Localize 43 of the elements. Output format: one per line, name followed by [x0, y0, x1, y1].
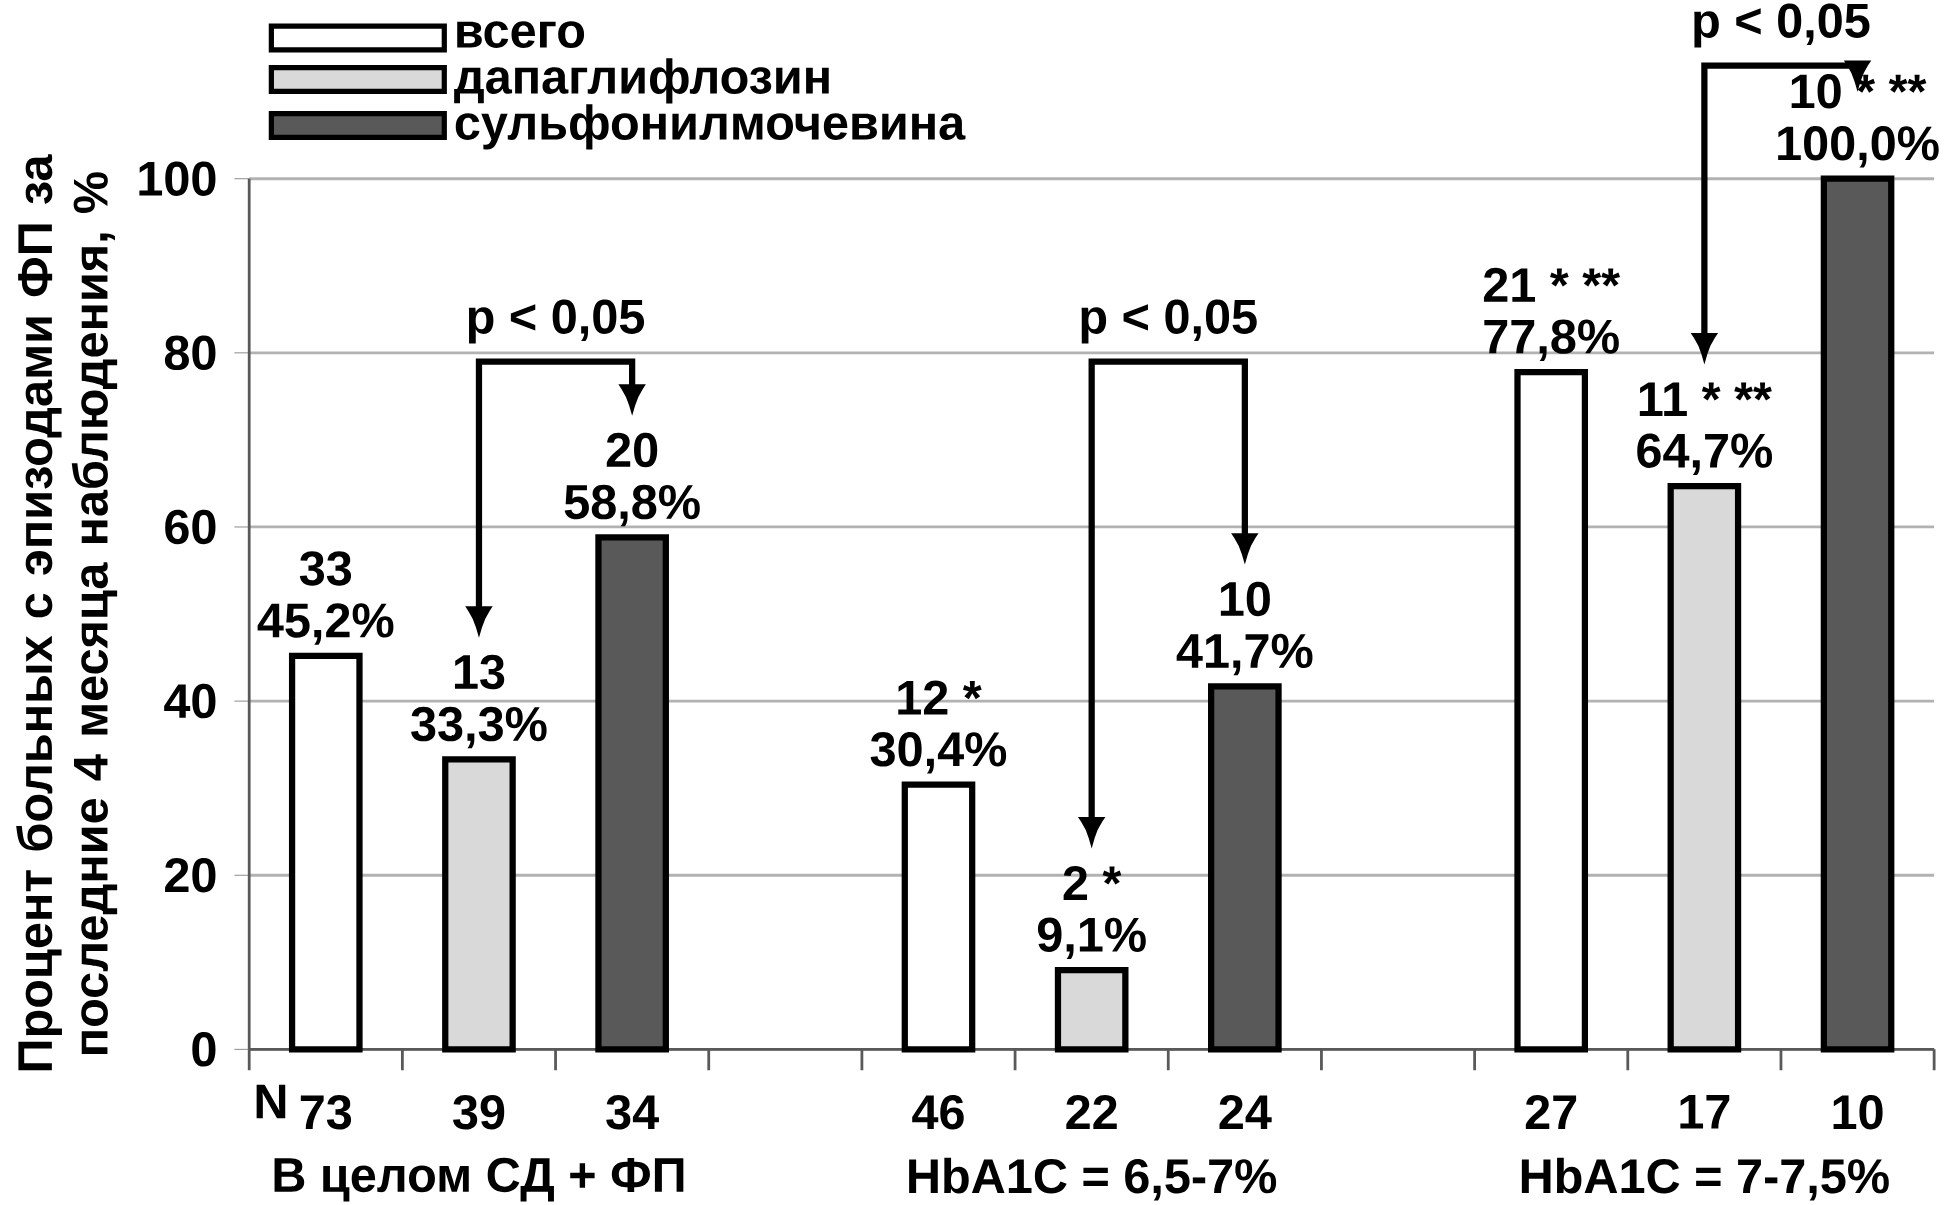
x-tick-label: 22: [1066, 1095, 1117, 1130]
annotation: p < 0,05: [468, 299, 645, 344]
y-tick-label: 40: [164, 683, 216, 719]
data-label: 77,8%: [1484, 319, 1619, 361]
legend-label: всего: [457, 21, 585, 48]
annotation: 20: [606, 432, 658, 468]
annotation: 11 * **: [1639, 382, 1772, 416]
annotation: 2 *: [1063, 866, 1122, 901]
text: p < 0,05: [1694, 3, 1870, 48]
x-tick-label: 73: [300, 1095, 352, 1130]
data-label: 45,2%: [257, 603, 394, 645]
annotation: 12 *: [898, 680, 982, 715]
legend-label: дапаглифлозин: [454, 58, 829, 104]
x-tick-label: 10: [1833, 1095, 1883, 1130]
y-tick-label: 0: [192, 1032, 216, 1067]
text: N: [256, 1084, 286, 1119]
data-label: 9,1%: [1037, 917, 1146, 960]
data-label: 64,7%: [1637, 433, 1773, 476]
annotation: 33: [299, 551, 352, 586]
data-label: 58,8%: [564, 484, 700, 527]
y-tick-label: 20: [165, 858, 216, 893]
annotation: 21 * **: [1483, 267, 1621, 302]
data-label: 30,4%: [870, 732, 1007, 774]
y-axis-title: Процент больных с эпизодами ФП за последние 4 месяца наблюдения, %: [16, 154, 118, 1071]
y-tick-label: 100: [139, 161, 216, 197]
annotation: 13: [454, 654, 505, 690]
text: HbA1C = 6,5-7%: [909, 1157, 1277, 1201]
x-tick-label: 17: [1680, 1095, 1730, 1129]
text: В целом СД + ФП: [274, 1157, 684, 1202]
annotation: p < 0,05: [1081, 299, 1257, 344]
x-tick-label: 27: [1525, 1095, 1577, 1130]
annotation: 10: [1220, 581, 1270, 617]
x-tick-label: 24: [1219, 1095, 1272, 1130]
x-tick-label: 46: [912, 1095, 964, 1130]
x-tick-label: 39: [453, 1095, 505, 1130]
y-tick-label: 60: [165, 509, 216, 545]
y-tick-label: 80: [164, 335, 216, 371]
data-label: 33,3%: [411, 706, 547, 749]
text: HbA1C = 7-7,5%: [1521, 1157, 1889, 1201]
data-label: 100,0%: [1778, 126, 1939, 168]
legend-label: сульфонилмочевина: [455, 104, 966, 150]
data-label: 41,7%: [1176, 633, 1313, 676]
x-tick-label: 34: [606, 1095, 659, 1130]
